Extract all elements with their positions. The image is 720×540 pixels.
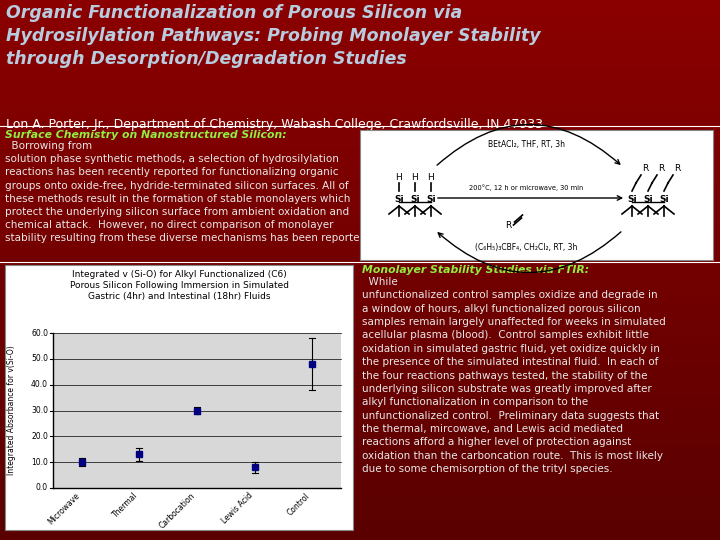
Text: Si: Si: [394, 195, 404, 205]
Bar: [0, 512, 720, 519]
Bar: [0, 114, 720, 122]
Text: 40.0: 40.0: [31, 380, 48, 389]
Bar: [0, 188, 720, 195]
Bar: [0, 235, 720, 243]
Bar: [0, 357, 720, 364]
Text: Lewis Acid: Lewis Acid: [220, 491, 255, 525]
Bar: [0, 316, 720, 324]
Text: Monolayer Stability Studies via FTIR:: Monolayer Stability Studies via FTIR:: [362, 265, 589, 275]
Bar: [0, 181, 720, 189]
Bar: [0, 134, 720, 141]
Bar: [0, 195, 720, 202]
Bar: [0, 127, 720, 135]
Bar: [0, 73, 720, 81]
Bar: [0, 12, 720, 20]
Bar: [0, 411, 720, 418]
Bar: [0, 107, 720, 115]
FancyArrowPatch shape: [437, 124, 620, 165]
Text: 10.0: 10.0: [31, 458, 48, 467]
Bar: [0, 222, 720, 230]
Bar: [0, 330, 720, 338]
FancyArrowPatch shape: [438, 232, 621, 273]
Text: Integrated Absorbance for v(Si-O): Integrated Absorbance for v(Si-O): [7, 346, 17, 475]
Text: Control: Control: [286, 491, 312, 517]
Text: Integrated v (Si-O) for Alkyl Functionalized (C6)
Porous Silicon Following Immer: Integrated v (Si-O) for Alkyl Functional…: [70, 270, 289, 301]
Text: Si: Si: [627, 195, 636, 205]
Bar: [0, 350, 720, 357]
Bar: [0, 120, 720, 128]
Bar: [0, 498, 720, 507]
Bar: [0, 336, 720, 345]
Bar: [0, 93, 720, 102]
Bar: [0, 168, 720, 176]
Text: R: R: [674, 164, 680, 173]
Bar: [0, 390, 720, 399]
Bar: [0, 60, 720, 68]
Bar: [0, 296, 720, 303]
Bar: [0, 363, 720, 372]
Bar: [0, 282, 720, 291]
Bar: [0, 26, 720, 33]
Bar: [0, 343, 720, 351]
Text: Carbocation: Carbocation: [158, 491, 197, 530]
Bar: [0, 100, 720, 108]
Bar: [0, 0, 720, 6]
Bar: [0, 33, 720, 40]
Bar: [0, 19, 720, 27]
Bar: [0, 147, 720, 156]
Bar: [0, 39, 720, 47]
Bar: [0, 249, 720, 256]
Bar: [0, 525, 720, 534]
Text: R: R: [505, 220, 512, 230]
Bar: [0, 384, 720, 392]
Text: 60.0: 60.0: [31, 328, 48, 338]
Bar: [0, 451, 720, 459]
Text: Surface Chemistry on Nanostructured Silicon:: Surface Chemistry on Nanostructured Sili…: [5, 130, 287, 140]
Text: H: H: [412, 173, 418, 182]
Text: 30.0: 30.0: [31, 406, 48, 415]
Bar: [0, 228, 720, 237]
Text: 50.0: 50.0: [31, 354, 48, 363]
Bar: [0, 397, 720, 405]
Bar: [0, 505, 720, 513]
Bar: [0, 141, 720, 148]
Text: 20.0: 20.0: [31, 432, 48, 441]
Bar: [0, 438, 720, 446]
Bar: [0, 471, 720, 480]
Bar: [0, 201, 720, 209]
Bar: [0, 323, 720, 330]
Text: H: H: [395, 173, 402, 182]
Bar: [0, 276, 720, 284]
Bar: [0, 458, 720, 465]
Bar: [53, 333, 341, 488]
Text: Si: Si: [426, 195, 436, 205]
Text: Microwave: Microwave: [47, 491, 82, 526]
Bar: [5, 265, 353, 530]
Text: Thermal: Thermal: [111, 491, 140, 519]
Bar: [0, 242, 720, 249]
Bar: [0, 370, 720, 378]
Bar: [0, 255, 720, 263]
Bar: [0, 269, 720, 276]
FancyArrowPatch shape: [438, 196, 621, 200]
Text: R: R: [658, 164, 665, 173]
Bar: [0, 215, 720, 222]
Bar: [0, 208, 720, 216]
Bar: [0, 87, 720, 94]
Bar: [0, 417, 720, 426]
Bar: [0, 6, 720, 14]
Text: Si: Si: [643, 195, 653, 205]
Bar: [0, 154, 720, 162]
Text: H: H: [428, 173, 434, 182]
Bar: [0, 444, 720, 453]
Bar: [0, 303, 720, 310]
Bar: [0, 289, 720, 297]
Bar: [0, 519, 720, 526]
Bar: [0, 377, 720, 384]
Text: Si: Si: [410, 195, 420, 205]
Bar: [0, 161, 720, 168]
Text: While
unfunctionalized control samples oxidize and degrade in
a window of hours,: While unfunctionalized control samples o…: [362, 277, 666, 474]
Bar: [0, 80, 720, 87]
Bar: [360, 130, 713, 260]
Text: R: R: [642, 164, 648, 173]
